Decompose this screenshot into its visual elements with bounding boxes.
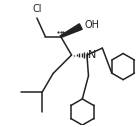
Text: OH: OH	[85, 20, 100, 30]
Polygon shape	[60, 24, 82, 37]
Text: Cl: Cl	[32, 4, 42, 14]
Text: N: N	[88, 50, 97, 60]
